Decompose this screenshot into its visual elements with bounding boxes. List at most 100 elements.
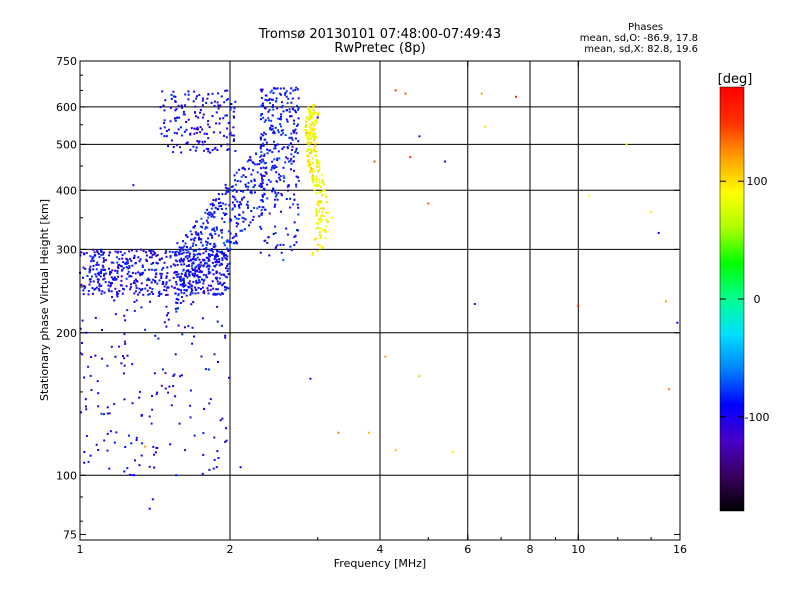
data-point [250, 179, 253, 182]
data-point [326, 211, 329, 214]
data-point [114, 269, 117, 272]
data-point [273, 158, 276, 161]
data-point [197, 232, 200, 235]
data-point [118, 290, 121, 292]
data-point [175, 108, 178, 111]
data-point [192, 250, 195, 253]
data-point [269, 127, 272, 129]
data-point [258, 205, 261, 208]
data-point [180, 257, 183, 260]
data-point [315, 213, 318, 216]
data-point [102, 266, 105, 269]
data-point [140, 414, 143, 417]
data-point [313, 104, 316, 107]
data-point [83, 451, 86, 453]
data-point [260, 105, 262, 108]
data-point [262, 116, 265, 119]
data-point [676, 321, 679, 324]
data-point [297, 179, 300, 182]
data-point [177, 294, 180, 297]
data-point [196, 256, 199, 259]
data-point [318, 221, 321, 224]
data-point [307, 105, 310, 108]
data-point [289, 142, 292, 145]
data-point [218, 122, 221, 125]
chart-title: Tromsø 20130101 07:48:00-07:49:43 [258, 27, 502, 42]
data-point [287, 97, 290, 100]
data-point [213, 265, 216, 267]
data-point [308, 123, 311, 126]
data-point [79, 327, 82, 330]
data-point [149, 286, 152, 289]
data-point [183, 130, 186, 133]
data-point [217, 255, 219, 258]
data-point [107, 284, 110, 287]
colorbar-tick-label: -100 [745, 411, 770, 424]
data-point [282, 166, 285, 169]
data-point [178, 288, 181, 291]
data-point [110, 276, 113, 279]
data-point [210, 213, 213, 216]
data-point [110, 345, 113, 348]
data-point [260, 144, 263, 147]
data-point [291, 97, 294, 100]
data-point [132, 184, 135, 187]
data-point [148, 250, 151, 252]
data-point [182, 300, 185, 303]
data-point [229, 241, 232, 243]
data-point [241, 197, 244, 200]
data-point [194, 270, 197, 273]
data-point [316, 203, 319, 205]
data-point [176, 307, 179, 310]
data-point [324, 193, 327, 196]
data-point [320, 244, 323, 247]
data-point [106, 364, 109, 367]
data-point [192, 257, 194, 260]
data-point [310, 141, 313, 144]
data-point [282, 132, 284, 135]
data-point [178, 278, 181, 281]
data-point [97, 263, 100, 266]
data-point [184, 326, 186, 329]
data-point [294, 128, 297, 131]
data-point [193, 286, 196, 289]
data-point [182, 251, 185, 254]
data-point [313, 124, 316, 127]
data-point [201, 472, 204, 475]
data-point [210, 207, 213, 210]
data-point [154, 451, 157, 454]
data-point [297, 213, 300, 216]
data-point [318, 217, 321, 220]
data-point [261, 103, 264, 106]
data-point [267, 117, 270, 120]
data-point [309, 128, 312, 131]
data-point [97, 288, 100, 291]
data-point [139, 390, 142, 393]
data-point [211, 236, 214, 239]
data-point [258, 215, 261, 218]
data-point [209, 255, 211, 258]
data-point [228, 240, 231, 243]
data-point [211, 261, 214, 264]
data-point [151, 408, 154, 411]
data-point [182, 269, 185, 272]
data-point [129, 288, 132, 291]
data-point [204, 368, 207, 371]
data-point [242, 211, 245, 214]
data-point [212, 273, 215, 276]
data-point [156, 282, 159, 285]
data-point [216, 261, 219, 263]
data-point [192, 280, 195, 283]
stats-x: mean, sd,X: 82.8, 19.6 [584, 44, 698, 55]
data-point [587, 194, 590, 197]
data-point [87, 460, 90, 463]
data-point [198, 140, 201, 143]
data-point [195, 128, 198, 131]
data-point [239, 229, 242, 232]
data-point [307, 135, 310, 138]
data-point [198, 271, 201, 274]
data-point [184, 256, 187, 259]
data-point [168, 279, 171, 282]
data-point [221, 217, 224, 220]
data-point [206, 287, 209, 290]
